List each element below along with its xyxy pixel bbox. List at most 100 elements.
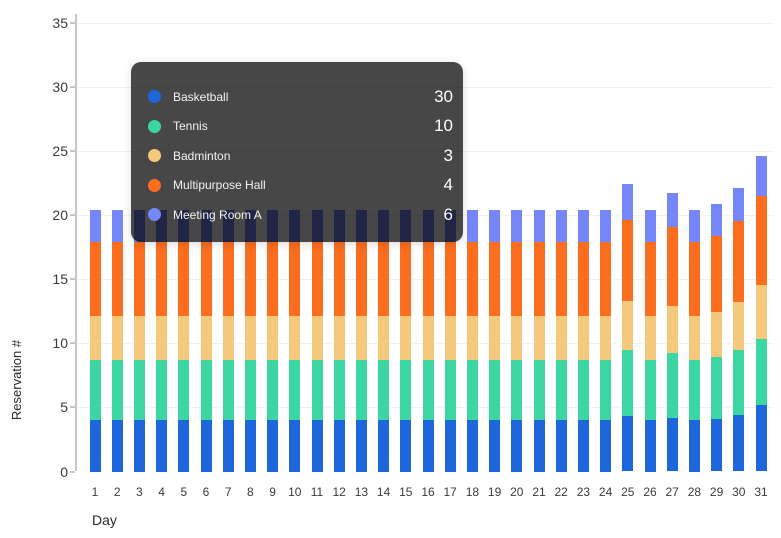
bar-segment-badminton[interactable] xyxy=(466,316,478,360)
bar-segment-basketball[interactable] xyxy=(222,420,234,472)
bar-segment-multipurpose-hall[interactable] xyxy=(688,241,700,317)
bar-segment-tennis[interactable] xyxy=(200,359,212,421)
bar-segment-tennis[interactable] xyxy=(622,349,634,417)
bar-segment-basketball[interactable] xyxy=(733,415,745,472)
bar-segment-basketball[interactable] xyxy=(244,420,256,472)
bar-segment-badminton[interactable] xyxy=(622,300,634,350)
bar-segment-multipurpose-hall[interactable] xyxy=(711,235,723,313)
bar-segment-tennis[interactable] xyxy=(89,359,101,421)
bar-segment-multipurpose-hall[interactable] xyxy=(555,241,567,317)
bar-segment-tennis[interactable] xyxy=(577,359,589,421)
bar-day-17[interactable] xyxy=(444,210,456,472)
bar-segment-multipurpose-hall[interactable] xyxy=(733,221,745,303)
bar-segment-tennis[interactable] xyxy=(533,359,545,421)
bar-segment-basketball[interactable] xyxy=(511,420,523,472)
bar-day-4[interactable] xyxy=(156,210,168,472)
bar-segment-meeting-room-a[interactable] xyxy=(711,203,723,236)
bar-segment-tennis[interactable] xyxy=(400,359,412,421)
bar-segment-badminton[interactable] xyxy=(577,316,589,360)
bar-segment-basketball[interactable] xyxy=(400,420,412,472)
bar-segment-basketball[interactable] xyxy=(489,420,501,472)
bar-segment-meeting-room-a[interactable] xyxy=(111,210,123,242)
bar-segment-tennis[interactable] xyxy=(378,359,390,421)
bar-segment-badminton[interactable] xyxy=(333,316,345,360)
bar-segment-tennis[interactable] xyxy=(311,359,323,421)
bar-segment-basketball[interactable] xyxy=(156,420,168,472)
bar-segment-basketball[interactable] xyxy=(333,420,345,472)
bar-segment-tennis[interactable] xyxy=(466,359,478,421)
bar-segment-tennis[interactable] xyxy=(422,359,434,421)
bar-day-22[interactable] xyxy=(555,210,567,472)
bar-segment-badminton[interactable] xyxy=(600,316,612,360)
bar-segment-badminton[interactable] xyxy=(644,316,656,360)
bar-segment-badminton[interactable] xyxy=(533,316,545,360)
bar-segment-meeting-room-a[interactable] xyxy=(600,210,612,242)
bar-segment-badminton[interactable] xyxy=(688,316,700,360)
bar-segment-badminton[interactable] xyxy=(422,316,434,360)
bar-segment-badminton[interactable] xyxy=(444,316,456,360)
bar-segment-basketball[interactable] xyxy=(600,420,612,472)
bar-segment-multipurpose-hall[interactable] xyxy=(333,241,345,317)
bar-day-16[interactable] xyxy=(422,210,434,472)
bar-segment-badminton[interactable] xyxy=(222,316,234,360)
bar-segment-basketball[interactable] xyxy=(422,420,434,472)
bar-day-5[interactable] xyxy=(178,210,190,472)
bar-segment-meeting-room-a[interactable] xyxy=(622,184,634,221)
bar-segment-tennis[interactable] xyxy=(133,359,145,421)
bar-segment-multipurpose-hall[interactable] xyxy=(289,241,301,317)
bar-segment-tennis[interactable] xyxy=(156,359,168,421)
bar-segment-badminton[interactable] xyxy=(489,316,501,360)
bar-segment-tennis[interactable] xyxy=(111,359,123,421)
bar-segment-tennis[interactable] xyxy=(755,339,767,405)
bar-segment-meeting-room-a[interactable] xyxy=(666,193,678,227)
bar-segment-badminton[interactable] xyxy=(733,302,745,350)
bar-day-27[interactable] xyxy=(666,193,678,472)
bar-segment-tennis[interactable] xyxy=(333,359,345,421)
bar-day-1[interactable] xyxy=(89,210,101,472)
bar-day-19[interactable] xyxy=(489,210,501,472)
bar-segment-basketball[interactable] xyxy=(89,420,101,472)
bar-segment-basketball[interactable] xyxy=(111,420,123,472)
bar-day-14[interactable] xyxy=(378,210,390,472)
bar-segment-multipurpose-hall[interactable] xyxy=(600,241,612,317)
bar-segment-tennis[interactable] xyxy=(444,359,456,421)
bar-segment-tennis[interactable] xyxy=(644,359,656,421)
bar-segment-badminton[interactable] xyxy=(89,316,101,360)
bar-segment-tennis[interactable] xyxy=(666,353,678,418)
bar-segment-basketball[interactable] xyxy=(378,420,390,472)
bar-segment-badminton[interactable] xyxy=(355,316,367,360)
bar-segment-basketball[interactable] xyxy=(267,420,279,472)
bar-segment-badminton[interactable] xyxy=(133,316,145,360)
bar-segment-basketball[interactable] xyxy=(178,420,190,472)
bar-segment-meeting-room-a[interactable] xyxy=(533,210,545,242)
bar-segment-meeting-room-a[interactable] xyxy=(577,210,589,242)
bar-day-15[interactable] xyxy=(400,210,412,472)
bar-segment-tennis[interactable] xyxy=(355,359,367,421)
bar-day-24[interactable] xyxy=(600,210,612,472)
bar-segment-multipurpose-hall[interactable] xyxy=(222,241,234,317)
bar-segment-tennis[interactable] xyxy=(267,359,279,421)
bar-segment-badminton[interactable] xyxy=(378,316,390,360)
bar-segment-multipurpose-hall[interactable] xyxy=(755,195,767,286)
bar-segment-basketball[interactable] xyxy=(666,417,678,472)
bar-segment-basketball[interactable] xyxy=(555,420,567,472)
bar-segment-meeting-room-a[interactable] xyxy=(89,210,101,242)
bar-day-2[interactable] xyxy=(111,210,123,472)
bar-segment-basketball[interactable] xyxy=(688,420,700,472)
bar-segment-badminton[interactable] xyxy=(711,312,723,358)
bar-day-31[interactable] xyxy=(755,156,767,472)
bar-day-29[interactable] xyxy=(711,203,723,472)
bar-day-9[interactable] xyxy=(267,210,279,472)
bar-segment-tennis[interactable] xyxy=(733,349,745,416)
bar-segment-multipurpose-hall[interactable] xyxy=(400,241,412,317)
bar-segment-basketball[interactable] xyxy=(355,420,367,472)
bar-segment-badminton[interactable] xyxy=(666,306,678,354)
bar-segment-tennis[interactable] xyxy=(244,359,256,421)
bar-day-6[interactable] xyxy=(200,210,212,472)
bar-segment-badminton[interactable] xyxy=(267,316,279,360)
bar-segment-basketball[interactable] xyxy=(577,420,589,472)
bar-segment-basketball[interactable] xyxy=(200,420,212,472)
bar-segment-multipurpose-hall[interactable] xyxy=(577,241,589,317)
bar-segment-basketball[interactable] xyxy=(289,420,301,472)
bar-segment-tennis[interactable] xyxy=(555,359,567,421)
